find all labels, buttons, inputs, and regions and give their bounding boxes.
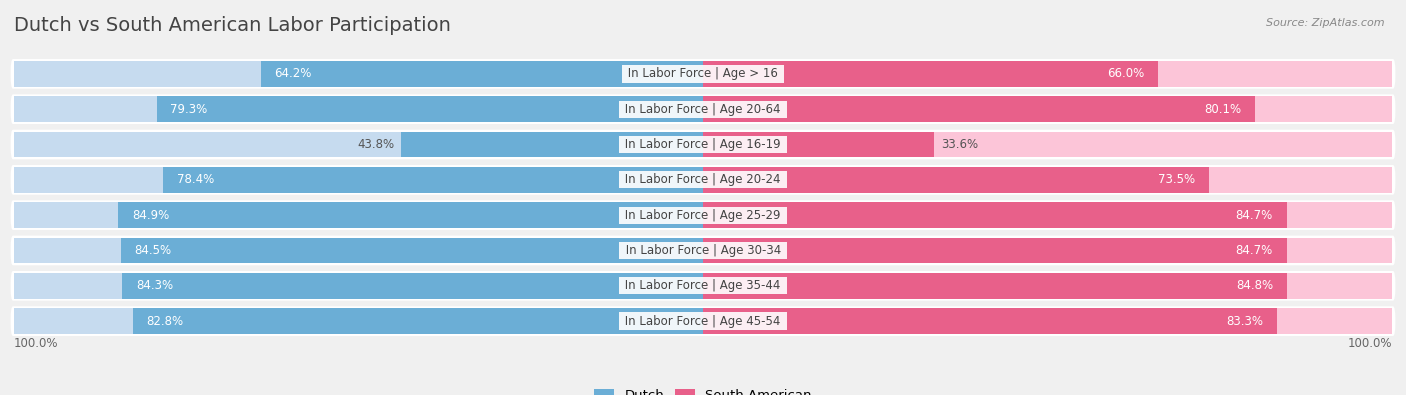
Text: In Labor Force | Age 20-24: In Labor Force | Age 20-24 bbox=[621, 173, 785, 186]
FancyBboxPatch shape bbox=[11, 200, 1395, 230]
Text: Dutch vs South American Labor Participation: Dutch vs South American Labor Participat… bbox=[14, 16, 451, 35]
Bar bbox=[14, 61, 703, 87]
Text: 66.0%: 66.0% bbox=[1107, 68, 1144, 81]
Text: 79.3%: 79.3% bbox=[170, 103, 208, 116]
Bar bbox=[703, 203, 1286, 228]
Text: In Labor Force | Age 45-54: In Labor Force | Age 45-54 bbox=[621, 314, 785, 327]
FancyBboxPatch shape bbox=[11, 236, 1395, 265]
Text: 83.3%: 83.3% bbox=[1226, 314, 1263, 327]
Text: 84.7%: 84.7% bbox=[1236, 244, 1272, 257]
Bar bbox=[14, 238, 703, 263]
Bar bbox=[703, 96, 1254, 122]
Text: In Labor Force | Age 20-64: In Labor Force | Age 20-64 bbox=[621, 103, 785, 116]
Text: 100.0%: 100.0% bbox=[1347, 337, 1392, 350]
Bar bbox=[401, 132, 703, 157]
Text: 84.7%: 84.7% bbox=[1236, 209, 1272, 222]
Text: 43.8%: 43.8% bbox=[357, 138, 394, 151]
Text: 100.0%: 100.0% bbox=[14, 337, 59, 350]
Text: In Labor Force | Age > 16: In Labor Force | Age > 16 bbox=[624, 68, 782, 81]
Text: 84.9%: 84.9% bbox=[132, 209, 169, 222]
FancyBboxPatch shape bbox=[11, 59, 1395, 89]
FancyBboxPatch shape bbox=[11, 271, 1395, 301]
Bar bbox=[121, 238, 703, 263]
Bar bbox=[703, 167, 1392, 192]
Text: 73.5%: 73.5% bbox=[1159, 173, 1195, 186]
Text: In Labor Force | Age 30-34: In Labor Force | Age 30-34 bbox=[621, 244, 785, 257]
Text: 33.6%: 33.6% bbox=[942, 138, 979, 151]
Text: 80.1%: 80.1% bbox=[1204, 103, 1241, 116]
FancyBboxPatch shape bbox=[11, 306, 1395, 336]
Bar bbox=[703, 308, 1392, 334]
Bar bbox=[703, 167, 1209, 192]
Bar bbox=[122, 273, 703, 299]
Text: Source: ZipAtlas.com: Source: ZipAtlas.com bbox=[1267, 18, 1385, 28]
Bar bbox=[14, 273, 703, 299]
Bar bbox=[163, 167, 703, 192]
Text: 84.3%: 84.3% bbox=[136, 279, 173, 292]
Bar bbox=[703, 132, 935, 157]
FancyBboxPatch shape bbox=[11, 130, 1395, 159]
Bar bbox=[156, 96, 703, 122]
Text: In Labor Force | Age 35-44: In Labor Force | Age 35-44 bbox=[621, 279, 785, 292]
Bar bbox=[703, 238, 1286, 263]
Bar bbox=[703, 61, 1157, 87]
Text: In Labor Force | Age 25-29: In Labor Force | Age 25-29 bbox=[621, 209, 785, 222]
Bar bbox=[14, 203, 703, 228]
Bar bbox=[703, 273, 1392, 299]
Text: 84.5%: 84.5% bbox=[135, 244, 172, 257]
Bar bbox=[703, 96, 1392, 122]
Bar bbox=[703, 132, 1392, 157]
FancyBboxPatch shape bbox=[11, 165, 1395, 195]
Bar bbox=[703, 61, 1392, 87]
Bar bbox=[14, 96, 703, 122]
Text: 82.8%: 82.8% bbox=[146, 314, 183, 327]
Legend: Dutch, South American: Dutch, South American bbox=[589, 384, 817, 395]
Bar bbox=[132, 308, 703, 334]
Bar bbox=[703, 308, 1277, 334]
FancyBboxPatch shape bbox=[11, 94, 1395, 124]
Bar bbox=[118, 203, 703, 228]
Text: 64.2%: 64.2% bbox=[274, 68, 312, 81]
Bar bbox=[14, 167, 703, 192]
Text: In Labor Force | Age 16-19: In Labor Force | Age 16-19 bbox=[621, 138, 785, 151]
Text: 84.8%: 84.8% bbox=[1236, 279, 1274, 292]
Bar bbox=[14, 132, 703, 157]
Text: 78.4%: 78.4% bbox=[177, 173, 214, 186]
Bar bbox=[14, 308, 703, 334]
Bar bbox=[260, 61, 703, 87]
Bar bbox=[703, 203, 1392, 228]
Bar bbox=[703, 273, 1288, 299]
Bar bbox=[703, 238, 1392, 263]
